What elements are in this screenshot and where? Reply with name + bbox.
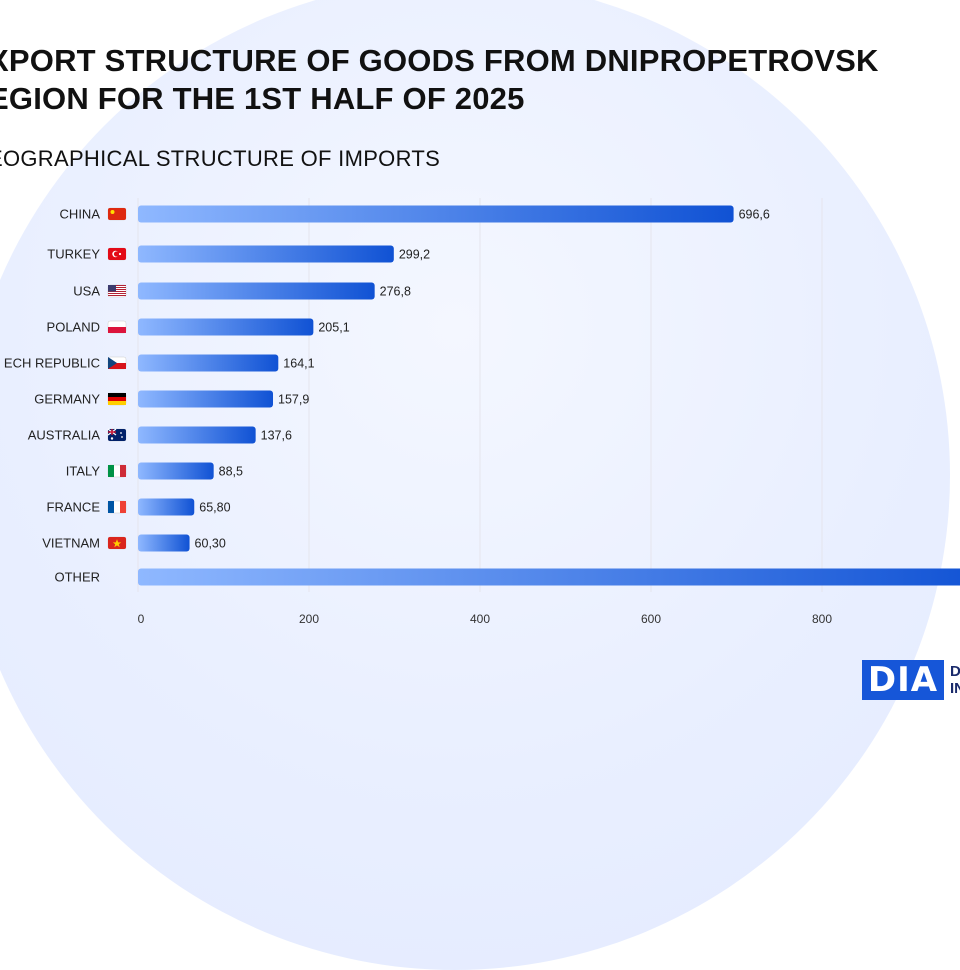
bar-vietnam bbox=[138, 534, 190, 552]
labels: 0 200 400 600 800 CHINA 696,6 TURKEY 299,2 USA 276… bbox=[4, 207, 832, 627]
title-line-1: XPORT STRUCTURE OF GOODS FROM DNIPROPETR… bbox=[0, 43, 879, 78]
page-title: XPORT STRUCTURE OF GOODS FROM DNIPROPETR… bbox=[0, 42, 960, 118]
tr-flag bbox=[107, 247, 127, 261]
value-label: 299,2 bbox=[399, 248, 430, 262]
bar-ech-republic bbox=[138, 354, 279, 372]
value-label: 137,6 bbox=[261, 429, 292, 443]
x-tick-label: 0 bbox=[138, 612, 145, 626]
chart-subtitle: EOGRAPHICAL STRUCTURE OF IMPORTS bbox=[0, 146, 441, 171]
bars bbox=[138, 205, 960, 586]
au-flag bbox=[107, 428, 127, 442]
category-label: TURKEY bbox=[47, 247, 100, 262]
category-label: ITALY bbox=[66, 464, 101, 479]
us-flag bbox=[107, 284, 127, 298]
category-label: FRANCE bbox=[47, 500, 101, 515]
dia-logo: DIA D IN bbox=[862, 660, 960, 700]
x-tick-label: 600 bbox=[641, 612, 661, 626]
bar-chart: 0 200 400 600 800 CHINA 696,6 TURKEY 299,2 USA 276… bbox=[4, 198, 960, 627]
category-label: OTHER bbox=[55, 570, 101, 585]
logo-text-line-1: D bbox=[950, 663, 960, 680]
bar-poland bbox=[138, 318, 314, 336]
category-label: CHINA bbox=[60, 207, 101, 222]
bar-australia bbox=[138, 426, 256, 444]
vn-flag bbox=[107, 536, 127, 550]
logo-text-line-2: IN bbox=[950, 680, 960, 697]
cn-flag bbox=[107, 207, 127, 221]
logo-text: D IN bbox=[950, 663, 960, 697]
fr-flag bbox=[107, 500, 127, 514]
bar-germany bbox=[138, 390, 274, 408]
bar-usa bbox=[138, 282, 375, 300]
pl-flag bbox=[107, 320, 127, 334]
logo-mark: DIA bbox=[862, 660, 944, 700]
value-label: 60,30 bbox=[195, 537, 226, 551]
x-tick-label: 200 bbox=[299, 612, 319, 626]
it-flag bbox=[107, 464, 127, 478]
value-label: 88,5 bbox=[219, 465, 243, 479]
value-label: 157,9 bbox=[278, 393, 309, 407]
bar-turkey bbox=[138, 245, 394, 263]
bar-france bbox=[138, 498, 195, 516]
category-label: VIETNAM bbox=[42, 536, 100, 551]
category-label: ECH REPUBLIC bbox=[4, 356, 100, 371]
value-label: 205,1 bbox=[318, 321, 349, 335]
value-label: 696,6 bbox=[739, 208, 770, 222]
category-label: POLAND bbox=[47, 320, 100, 335]
bar-china bbox=[138, 205, 734, 223]
category-label: USA bbox=[73, 284, 100, 299]
category-label: GERMANY bbox=[34, 392, 100, 407]
value-label: 164,1 bbox=[283, 357, 314, 371]
value-label: 276,8 bbox=[380, 285, 411, 299]
de-flag bbox=[107, 392, 127, 406]
title-line-2: EGION FOR THE 1ST HALF OF 2025 bbox=[0, 81, 525, 116]
bar-italy bbox=[138, 462, 214, 480]
cz-flag bbox=[107, 356, 127, 370]
x-tick-label: 400 bbox=[470, 612, 490, 626]
bar-other bbox=[138, 568, 960, 586]
x-tick-label: 800 bbox=[812, 612, 832, 626]
value-label: 65,80 bbox=[199, 501, 230, 515]
category-label: AUSTRALIA bbox=[28, 428, 101, 443]
